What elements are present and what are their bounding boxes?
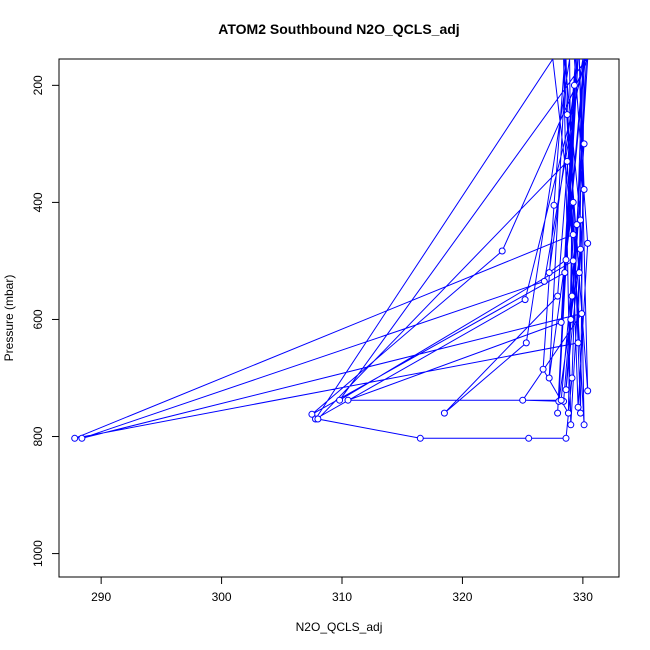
data-point [584, 239, 592, 247]
data-point [521, 296, 529, 304]
data-point [567, 316, 575, 323]
data-point [577, 245, 584, 253]
data-point [569, 257, 577, 265]
data-point [308, 410, 316, 418]
data-point [563, 157, 571, 165]
y-tick-label: 800 [31, 426, 45, 446]
data-point [522, 339, 530, 347]
data-point [573, 221, 581, 229]
data-point [570, 81, 578, 89]
data-point [575, 269, 583, 277]
data-point [564, 409, 572, 417]
y-tick-label: 200 [31, 75, 45, 95]
data-point [314, 415, 322, 423]
data-point [568, 374, 576, 382]
data-point [569, 198, 577, 206]
data-point [574, 339, 582, 347]
data-point [578, 310, 586, 318]
data-point [580, 140, 588, 148]
data-point [71, 434, 79, 442]
data-point [561, 269, 569, 277]
x-tick-label: 320 [452, 590, 472, 604]
data-point [498, 247, 506, 255]
data-point [78, 434, 86, 442]
x-tick-label: 290 [91, 590, 111, 604]
data-point [569, 231, 577, 239]
x-axis-label: N2O_QCLS_adj [296, 620, 383, 634]
x-tick-label: 310 [332, 590, 352, 604]
data-point [568, 292, 576, 300]
data-point [562, 386, 570, 394]
data-point [562, 434, 570, 442]
data-point [519, 396, 527, 404]
data-point [577, 216, 584, 224]
series-layer [71, 59, 592, 442]
data-point [567, 421, 575, 429]
data-point [540, 277, 548, 285]
x-tick-label: 330 [573, 590, 593, 604]
data-point [580, 421, 588, 429]
data-point [554, 409, 562, 417]
data-point [562, 256, 570, 264]
data-point [554, 292, 562, 300]
data-point [545, 269, 553, 277]
data-point [336, 396, 344, 404]
data-point [584, 387, 592, 395]
y-axis-label: Pressure (mbar) [2, 275, 16, 362]
data-point [416, 434, 424, 442]
data-point [550, 201, 558, 209]
y-tick-label: 400 [31, 192, 45, 212]
x-tick-label: 300 [212, 590, 232, 604]
data-point [563, 111, 571, 119]
data-point [545, 374, 553, 382]
data-point [440, 409, 448, 417]
data-point [577, 409, 584, 417]
data-point [539, 365, 547, 373]
x-axis: 290 300 310 320 330 [91, 577, 593, 604]
plot-frame [58, 58, 620, 578]
chart-title: ATOM2 Southbound N2O_QCLS_adj [218, 21, 459, 37]
data-point [574, 403, 582, 411]
data-point [344, 396, 352, 404]
data-point [525, 434, 533, 442]
y-tick-label: 1000 [31, 540, 45, 567]
data-point [557, 318, 565, 326]
y-tick-label: 600 [31, 309, 45, 329]
data-point [557, 396, 565, 404]
y-axis: 200 400 600 800 1000 [31, 75, 59, 567]
data-point [580, 186, 588, 193]
